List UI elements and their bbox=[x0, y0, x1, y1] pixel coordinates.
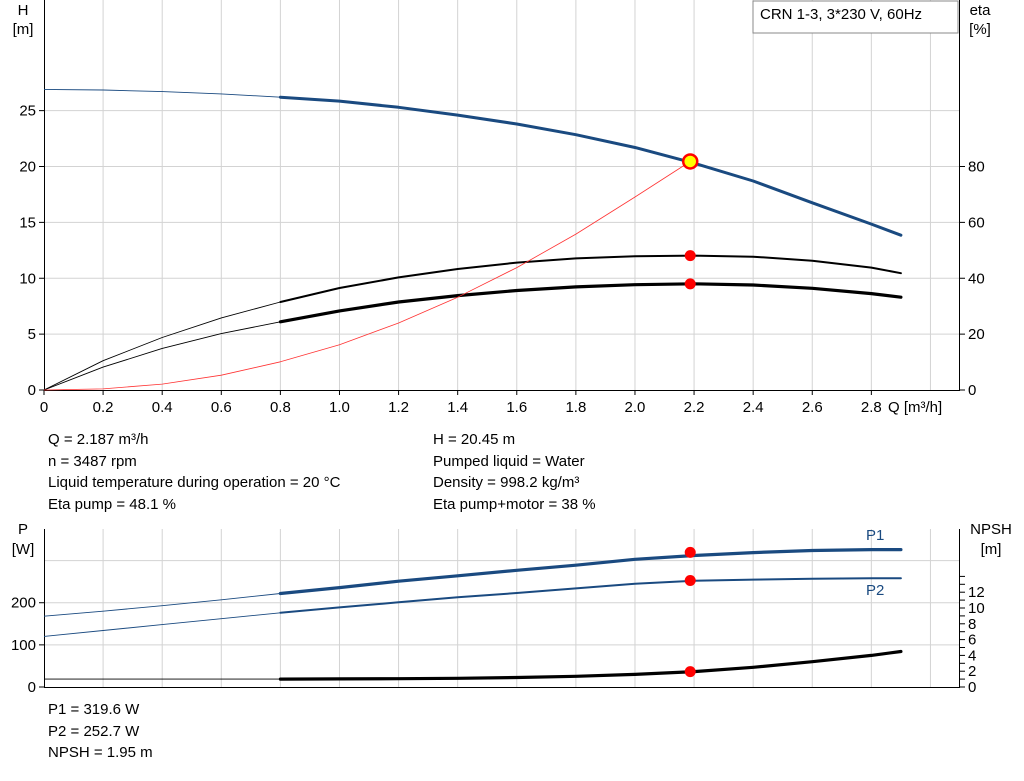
top-x-tick-label: 1.8 bbox=[565, 399, 586, 416]
bottom-left-axis-label-2: [W] bbox=[12, 541, 35, 558]
npsh-value: NPSH = 1.95 m bbox=[48, 744, 153, 761]
top-right-tick-label: 20 bbox=[968, 326, 985, 343]
top-x-tick-label: 0.6 bbox=[211, 399, 232, 416]
eta-pump-motor-value: Eta pump+motor = 38 % bbox=[433, 495, 596, 513]
operating-point-left: Q = 2.187 m³/h n = 3487 rpm Liquid tempe… bbox=[48, 429, 340, 515]
top-right-tick-label: 60 bbox=[968, 214, 985, 231]
head-value: H = 20.45 m bbox=[433, 431, 516, 448]
top-right-axis-label-1: eta bbox=[970, 2, 992, 19]
p2-series-label: P2 bbox=[866, 582, 884, 599]
liquid-temperature-value: Liquid temperature during operation = 20… bbox=[48, 474, 341, 491]
series-eta-pump-motor-thin bbox=[43, 321, 281, 391]
density-value: Density = 998.2 kg/m³ bbox=[433, 474, 580, 491]
top-right-tick-label: 40 bbox=[968, 270, 985, 287]
bottom-left-axis-label-1: P bbox=[18, 521, 28, 538]
top-x-tick-label: 0 bbox=[40, 399, 48, 416]
p1-series-label: P1 bbox=[866, 527, 884, 544]
top-x-tick-label: 1.4 bbox=[447, 399, 468, 416]
top-left-tick-label: 5 bbox=[28, 326, 36, 343]
bottom-right-tick-label: 0 bbox=[968, 679, 976, 696]
speed-value: n = 3487 rpm bbox=[48, 452, 137, 470]
top-series bbox=[43, 88, 903, 391]
top-x-tick-label: 0.4 bbox=[152, 399, 173, 416]
flow-value: Q = 2.187 m³/h bbox=[48, 431, 149, 448]
series-head-thin bbox=[43, 88, 281, 98]
bottom-grid bbox=[44, 529, 960, 687]
top-left-tick-label: 0 bbox=[28, 382, 36, 399]
top-x-tick-label: 0.8 bbox=[270, 399, 291, 416]
top-ticks: 0 0.2 0.4 0.6 0.8 1.0 1.2 1.4 1.6 1.8 2.0 2.2 2.4 2.6… bbox=[19, 103, 984, 416]
bottom-point-marker bbox=[684, 546, 696, 558]
top-x-tick-label: 1.2 bbox=[388, 399, 409, 416]
bottom-right-tick-label: 12 bbox=[968, 584, 985, 601]
p2-value: P2 = 252.7 W bbox=[48, 722, 140, 740]
series-head-thick bbox=[278, 95, 903, 237]
top-x-tick-label: 2.4 bbox=[743, 399, 764, 416]
series-P1-thin bbox=[43, 593, 281, 617]
top-left-axis-label-2: [m] bbox=[13, 21, 34, 38]
bottom-right-tick-label: 8 bbox=[968, 616, 976, 633]
top-left-tick-label: 10 bbox=[19, 270, 36, 287]
model-label-box bbox=[752, 0, 959, 34]
top-x-tick-label: 2.0 bbox=[625, 399, 646, 416]
model-label: CRN 1-3, 3*230 V, 60Hz bbox=[760, 6, 922, 23]
series-NPSH-thick bbox=[278, 649, 903, 681]
top-x-tick-label: 2.2 bbox=[684, 399, 705, 416]
bottom-series bbox=[43, 547, 903, 681]
p1-value: P1 = 319.6 W bbox=[48, 701, 140, 718]
pumped-liquid-value: Pumped liquid = Water bbox=[433, 452, 585, 470]
top-left-tick-label: 20 bbox=[19, 159, 36, 176]
bottom-right-axis-label-1: NPSH bbox=[970, 521, 1012, 538]
bottom-left-tick-label: 100 bbox=[11, 637, 36, 654]
bottom-point-marker bbox=[684, 575, 696, 587]
top-grid bbox=[44, 0, 960, 390]
top-right-tick-label: 80 bbox=[968, 159, 985, 176]
series-P1-thick bbox=[278, 547, 903, 596]
bottom-right-tick-label: 2 bbox=[968, 663, 976, 680]
top-right-axis-label-2: [%] bbox=[969, 21, 991, 38]
series-eta-pump-thin bbox=[43, 301, 281, 391]
top-left-tick-label: 15 bbox=[19, 214, 36, 231]
series-eta-pump-motor-thick bbox=[278, 282, 903, 324]
bottom-right-tick-label: 10 bbox=[968, 600, 985, 617]
top-left-tick-label: 25 bbox=[19, 103, 36, 120]
bottom-point-marker bbox=[684, 666, 696, 678]
top-point-marker bbox=[684, 278, 696, 290]
bottom-left-tick-label: 200 bbox=[11, 595, 36, 612]
bottom-right-tick-label: 4 bbox=[968, 647, 976, 664]
bottom-right-axis-label-2: [m] bbox=[981, 541, 1002, 558]
top-x-tick-label: 0.2 bbox=[93, 399, 114, 416]
bottom-markers bbox=[684, 546, 696, 678]
series-eta-pump-thick bbox=[279, 254, 902, 303]
bottom-right-tick-label: 6 bbox=[968, 632, 976, 649]
top-right-tick-label: 0 bbox=[968, 382, 976, 399]
bottom-left-tick-label: 0 bbox=[28, 679, 36, 696]
top-chart: CRN 1-3, 3*230 V, 60Hz H [m] eta [%] Q [… bbox=[13, 0, 992, 416]
series-eta-line-thin bbox=[43, 161, 691, 391]
eta-pump-value: Eta pump = 48.1 % bbox=[48, 495, 176, 513]
top-left-axis-label-1: H bbox=[18, 2, 29, 19]
top-point-marker bbox=[684, 250, 696, 262]
duty-point-marker bbox=[681, 153, 699, 170]
top-x-tick-label: 1.6 bbox=[506, 399, 527, 416]
top-x-tick-label: 1.0 bbox=[329, 399, 350, 416]
series-P2-thin bbox=[43, 612, 281, 637]
operating-point-right: H = 20.45 m Pumped liquid = Water Densit… bbox=[433, 429, 596, 515]
power-readout: P1 = 319.6 W P2 = 252.7 W NPSH = 1.95 m bbox=[48, 699, 153, 764]
top-markers bbox=[681, 153, 699, 290]
top-x-tick-label: 2.8 bbox=[861, 399, 882, 416]
series-P2-thick bbox=[279, 577, 902, 614]
top-x-tick-label: 2.6 bbox=[802, 399, 823, 416]
top-x-axis-label: Q [m³/h] bbox=[888, 399, 942, 416]
